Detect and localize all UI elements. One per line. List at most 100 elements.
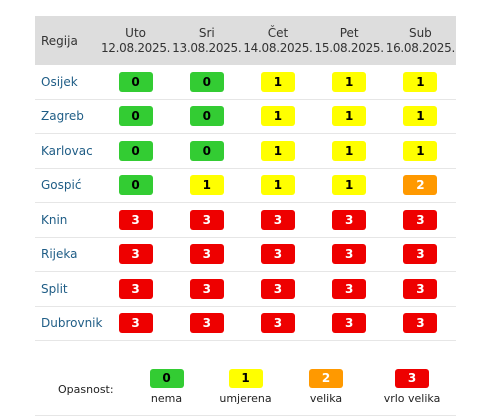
danger-level-badge: 0 [118, 140, 153, 161]
table-row: Dubrovnik 3 3 3 3 3 [35, 306, 456, 341]
danger-level-badge: 0 [189, 140, 224, 161]
danger-level-badge: 1 [332, 106, 367, 127]
danger-level-badge: 1 [260, 140, 295, 161]
danger-level-badge: 3 [189, 244, 224, 265]
danger-level-badge: 1 [260, 175, 295, 196]
legend-label: velika [309, 392, 343, 405]
region-link[interactable]: Karlovac [35, 133, 100, 169]
danger-level-badge: 3 [118, 209, 153, 230]
danger-cell: 1 [242, 133, 314, 169]
danger-level-badge: 3 [332, 244, 367, 265]
day-column-header: Pet 15.08.2025. [313, 16, 385, 65]
day-date: 16.08.2025. [385, 40, 456, 55]
danger-level-badge: 3 [260, 244, 295, 265]
danger-forecast-panel: Regija Uto 12.08.2025. Sri 13.08.2025. Č… [35, 16, 456, 416]
day-name: Pet [339, 25, 359, 40]
region-link[interactable]: Gospić [35, 168, 100, 203]
day-name: Čet [267, 25, 289, 40]
region-link[interactable]: Zagreb [35, 99, 100, 134]
danger-cell: 1 [384, 65, 456, 100]
danger-level-badge: 3 [189, 278, 224, 299]
danger-cell: 1 [313, 99, 385, 134]
day-column-header: Uto 12.08.2025. [100, 16, 172, 65]
day-column-header: Sri 13.08.2025. [171, 16, 243, 65]
danger-cell: 3 [100, 237, 172, 272]
danger-cell: 1 [384, 99, 456, 134]
danger-level-badge: 3 [189, 313, 224, 334]
region-link[interactable]: Dubrovnik [35, 306, 102, 341]
danger-level-badge: 3 [403, 244, 438, 265]
danger-level-badge: 0 [189, 71, 224, 92]
legend-item: 1 umjerena [214, 369, 277, 405]
table-row: Knin 3 3 3 3 3 [35, 202, 456, 238]
region-link[interactable]: Knin [35, 202, 100, 238]
legend-title: Opasnost: [58, 383, 114, 396]
table-row: Zagreb 0 0 1 1 1 [35, 99, 456, 134]
danger-level-badge: 3 [332, 278, 367, 299]
legend-item: 2 velika [301, 369, 351, 405]
danger-cell: 3 [313, 202, 385, 238]
danger-cell: 3 [242, 202, 314, 238]
legend-item: 3 vrlo velika [377, 369, 447, 405]
table-row: Karlovac 0 0 1 1 1 [35, 133, 456, 169]
danger-level-badge: 0 [118, 175, 153, 196]
table-row: Rijeka 3 3 3 3 3 [35, 237, 456, 272]
danger-cell: 0 [100, 168, 172, 203]
table-header-row: Regija Uto 12.08.2025. Sri 13.08.2025. Č… [35, 16, 456, 65]
danger-level-badge: 1 [403, 106, 438, 127]
day-column-header: Čet 14.08.2025. [242, 16, 314, 65]
danger-cell: 3 [384, 271, 456, 307]
danger-cell: 3 [171, 271, 243, 307]
danger-level-badge: 1 [260, 71, 295, 92]
danger-level-badge: 1 [332, 175, 367, 196]
day-name: Sub [408, 25, 432, 40]
danger-cell: 1 [384, 133, 456, 169]
danger-cell: 0 [100, 65, 172, 100]
region-link[interactable]: Rijeka [35, 237, 100, 272]
region-link[interactable]: Osijek [35, 65, 100, 100]
legend-label: nema [150, 392, 183, 405]
legend-badge: 3 [395, 369, 429, 388]
danger-level-badge: 0 [118, 106, 153, 127]
legend-badge: 1 [228, 369, 263, 388]
day-column-header: Sub 16.08.2025. [384, 16, 456, 65]
danger-level-badge: 1 [403, 140, 438, 161]
danger-level-badge: 3 [118, 278, 153, 299]
day-date: 13.08.2025. [172, 40, 242, 55]
danger-level-badge: 3 [189, 209, 224, 230]
danger-level-badge: 3 [403, 313, 438, 334]
danger-cell: 1 [313, 65, 385, 100]
danger-level-badge: 1 [189, 175, 224, 196]
region-link[interactable]: Split [35, 271, 100, 307]
danger-cell: 1 [242, 99, 314, 134]
danger-forecast-table: Regija Uto 12.08.2025. Sri 13.08.2025. Č… [35, 16, 456, 341]
day-date: 14.08.2025. [243, 40, 313, 55]
table-row: Gospić 0 1 1 1 2 [35, 168, 456, 203]
danger-cell: 0 [171, 65, 243, 100]
danger-cell: 3 [242, 237, 314, 272]
danger-cell: 3 [171, 202, 243, 238]
danger-cell: 0 [171, 99, 243, 134]
danger-cell: 1 [313, 133, 385, 169]
danger-cell: 3 [242, 271, 314, 307]
danger-level-badge: 1 [332, 140, 367, 161]
day-name: Sri [198, 25, 215, 40]
danger-level-badge: 1 [403, 71, 438, 92]
danger-cell: 1 [171, 168, 243, 203]
danger-legend: Opasnost: 0 nema 1 umjerena 2 velika 3 v… [35, 358, 456, 416]
legend-label: umjerena [219, 392, 272, 405]
table-row: Osijek 0 0 1 1 1 [35, 65, 456, 100]
danger-level-badge: 3 [332, 313, 367, 334]
danger-cell: 2 [384, 168, 456, 203]
danger-cell: 3 [100, 271, 172, 307]
danger-level-badge: 0 [189, 106, 224, 127]
danger-cell: 3 [100, 202, 172, 238]
danger-cell: 3 [171, 237, 243, 272]
danger-level-badge: 2 [403, 175, 438, 196]
legend-label: vrlo velika [383, 392, 441, 405]
danger-cell: 3 [384, 306, 456, 341]
danger-cell: 1 [242, 65, 314, 100]
danger-cell: 1 [242, 168, 314, 203]
danger-level-badge: 3 [260, 209, 295, 230]
day-date: 12.08.2025. [100, 40, 171, 55]
